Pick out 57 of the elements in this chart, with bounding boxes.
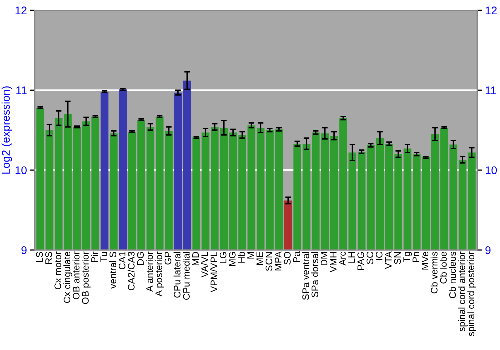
- x-tick-label: SPa ventral: [302, 252, 310, 300]
- x-tick-label: MVe: [422, 252, 429, 270]
- x-tick-label: DM: [321, 252, 328, 266]
- x-tick-label: Cb lobe: [440, 252, 447, 284]
- x-tick-label: SC: [366, 252, 374, 264]
- x-tick-label: Cb vermis: [430, 252, 438, 294]
- x-tick-label: VPM/VPL: [210, 252, 218, 293]
- x-tick-label: spinal cord posterior: [468, 252, 476, 336]
- x-tick-label: Cb nucleus: [449, 252, 456, 298]
- y2-tick-label: 11: [486, 86, 496, 94]
- x-tick-label: IC: [376, 252, 383, 260]
- x-tick-label: DG: [137, 252, 144, 266]
- x-tick-label: SCN: [266, 252, 273, 272]
- x-tick-label: ventral S: [110, 252, 116, 289]
- x-tick-label: spinal cord anterior: [458, 252, 468, 332]
- x-tick-label: Pa: [294, 252, 300, 262]
- x-tick-label: Hb: [238, 252, 246, 263]
- x-tick-label: A posterior: [155, 252, 164, 297]
- x-tick-label: Tu: [100, 252, 108, 262]
- x-tick-label: OB posterior: [82, 252, 91, 304]
- x-tick-label: A anterior: [146, 252, 154, 292]
- x-tick-label: M: [248, 252, 254, 259]
- x-tick-label: VMH: [330, 252, 337, 273]
- x-tick-label: CPu lateral: [174, 252, 181, 298]
- x-tick-label: CA1: [118, 252, 126, 270]
- x-tick-label: ME: [256, 252, 264, 266]
- y-tick-label: 12: [16, 6, 27, 15]
- y2-tick-label: 9: [486, 246, 491, 254]
- y2-tick-label: 10: [486, 166, 498, 174]
- x-tick-label: MG: [229, 252, 236, 266]
- x-tick-label: VTA: [385, 252, 392, 270]
- x-tick-label: LH: [348, 252, 356, 263]
- x-tick-label: Arc: [339, 252, 346, 266]
- x-tick-label: SO: [284, 252, 291, 265]
- x-tick-label: LS: [36, 252, 44, 262]
- x-tick-label: MPA: [275, 252, 282, 271]
- x-tick-label: GP: [164, 252, 172, 265]
- x-tick-label: LG: [220, 252, 227, 264]
- x-tick-label: VA/VL: [201, 252, 208, 278]
- x-tick-label: PAG: [358, 252, 364, 270]
- y-tick-label: 9: [22, 246, 27, 254]
- x-tick-label: Cx motor: [54, 252, 62, 290]
- x-tick-label: RS: [46, 252, 52, 264]
- x-tick-label: Pir: [91, 252, 98, 262]
- x-tick-label: CPu medial: [182, 252, 190, 300]
- x-tick-label: Tg: [404, 252, 412, 262]
- x-tick-label: OB anterior: [72, 252, 80, 300]
- x-tick-label: MD: [192, 252, 200, 266]
- y-tick-label: 10: [16, 166, 27, 174]
- x-tick-label: CA2/CA3: [128, 252, 135, 291]
- y-axis-title: Log2 (expression): [2, 86, 12, 174]
- y2-tick-label: 12: [486, 6, 497, 15]
- x-tick-label: SN: [394, 252, 402, 264]
- x-tick-label: SPa dorsal: [312, 252, 318, 298]
- y-tick-label: 11: [16, 86, 27, 94]
- x-tick-label: Pn: [412, 252, 420, 262]
- x-tick-label: Cx cingulate: [64, 252, 72, 304]
